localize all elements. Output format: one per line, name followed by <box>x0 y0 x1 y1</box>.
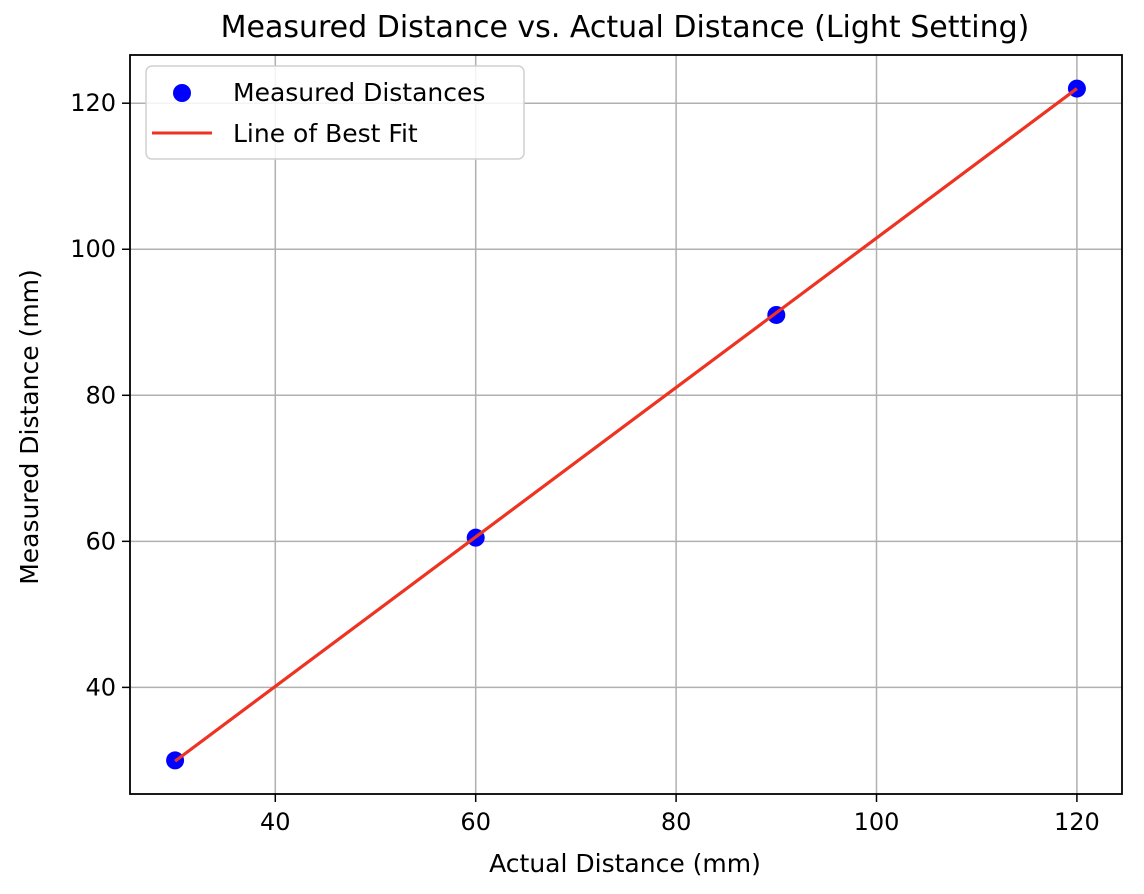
y-tick-label: 80 <box>85 381 116 409</box>
legend-label-measured-distances: Measured Distances <box>233 78 485 107</box>
x-tick-label: 60 <box>460 808 491 836</box>
y-tick-label: 60 <box>85 527 116 555</box>
legend-marker-measured-distances <box>173 84 191 102</box>
line-of-best-fit <box>174 87 1078 763</box>
x-tick-label: 80 <box>661 808 692 836</box>
x-axis-label: Actual Distance (mm) <box>489 849 761 878</box>
legend-label-line-of-best-fit: Line of Best Fit <box>233 119 418 148</box>
x-tick-label: 120 <box>1054 808 1100 836</box>
y-tick-label: 120 <box>70 89 116 117</box>
y-axis-label: Measured Distance (mm) <box>15 269 44 585</box>
x-tick-label: 100 <box>854 808 900 836</box>
x-tick-label: 40 <box>260 808 291 836</box>
x-axis-ticks: 40 60 80 100 120 <box>260 794 1100 836</box>
legend-box <box>145 65 525 160</box>
series-layer <box>166 79 1086 770</box>
y-axis-ticks: 40 60 80 100 120 <box>70 89 130 701</box>
grid <box>130 55 1122 794</box>
chart-title: Measured Distance vs. Actual Distance (L… <box>221 10 1030 45</box>
y-tick-label: 100 <box>70 235 116 263</box>
plot-frame <box>129 54 1123 795</box>
y-tick-label: 40 <box>85 673 116 701</box>
legend: Measured Distances Line of Best Fit <box>145 65 525 160</box>
